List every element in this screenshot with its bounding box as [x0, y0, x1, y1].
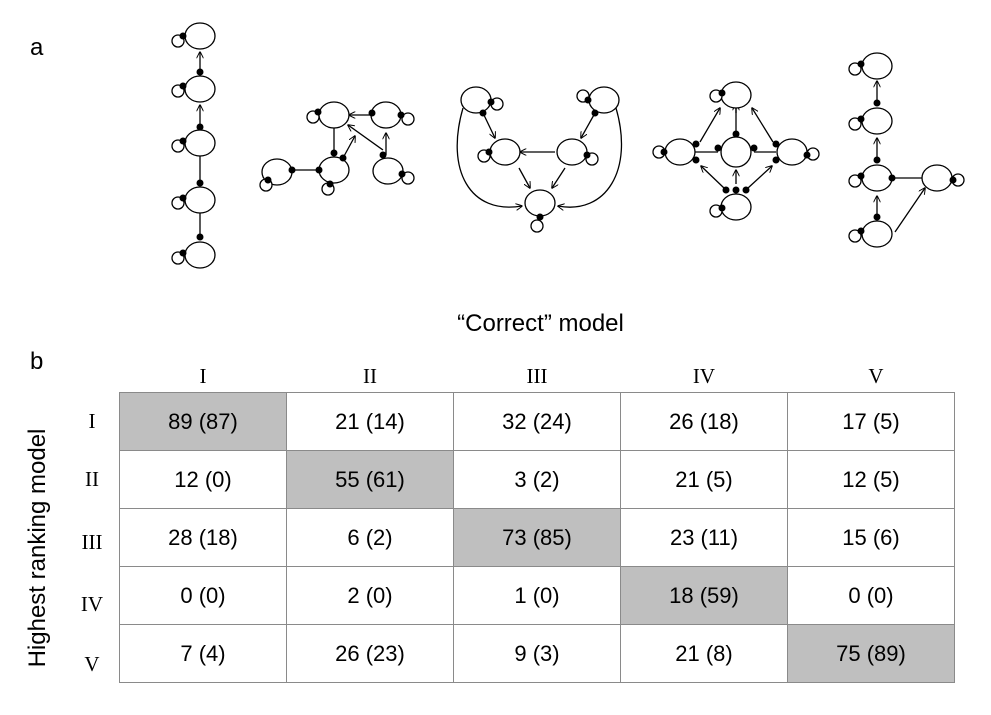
matrix-cell: 2 (0) [286, 566, 454, 625]
matrix-cell: 15 (6) [787, 508, 955, 567]
matrix-cell: 3 (2) [453, 450, 621, 509]
matrix-cell: 18 (59) [620, 566, 788, 625]
matrix-cell: 26 (18) [620, 392, 788, 451]
row-header-V: V [84, 652, 100, 676]
matrix-cell: 12 (5) [787, 450, 955, 509]
matrix-cell: 73 (85) [453, 508, 621, 567]
matrix-cell: 55 (61) [286, 450, 454, 509]
matrix-row-V: 7 (4) 26 (23) 9 (3) 21 (8) 75 (89) [119, 624, 955, 683]
column-header-II: II [363, 364, 377, 388]
matrix-cell: 7 (4) [119, 624, 287, 683]
matrix-cell: 0 (0) [119, 566, 287, 625]
column-header-I: I [199, 364, 207, 388]
matrix-cell: 1 (0) [453, 566, 621, 625]
model-diagram-I [171, 22, 216, 269]
model-diagram-II [259, 101, 415, 196]
row-header-IV: IV [80, 592, 104, 616]
panel-b-label: b [30, 348, 44, 375]
matrix-row-IV: 0 (0) 2 (0) 1 (0) 18 (59) 0 (0) [119, 566, 955, 625]
model-diagram-IV [652, 81, 820, 221]
matrix-cell: 12 (0) [119, 450, 287, 509]
panel-a-label: a [30, 34, 44, 61]
confusion-matrix: 89 (87) 21 (14) 32 (24) 26 (18) 17 (5) 1… [119, 392, 955, 683]
correct-model-title: “Correct” model [457, 310, 624, 337]
matrix-cell: 32 (24) [453, 392, 621, 451]
matrix-cell: 26 (23) [286, 624, 454, 683]
column-header-V: V [868, 364, 884, 388]
model-diagram-III [456, 86, 623, 233]
matrix-cell: 21 (8) [620, 624, 788, 683]
row-header-I: I [88, 409, 96, 433]
matrix-cell: 21 (14) [286, 392, 454, 451]
matrix-cell: 28 (18) [119, 508, 287, 567]
column-header-III: III [526, 364, 548, 388]
matrix-row-I: 89 (87) 21 (14) 32 (24) 26 (18) 17 (5) [119, 392, 955, 451]
matrix-cell: 9 (3) [453, 624, 621, 683]
matrix-cell: 0 (0) [787, 566, 955, 625]
matrix-cell: 21 (5) [620, 450, 788, 509]
row-header-II: II [85, 467, 99, 491]
model-diagrams [171, 22, 965, 269]
matrix-cell: 17 (5) [787, 392, 955, 451]
y-axis-label: Highest ranking model [24, 428, 51, 668]
matrix-cell: 89 (87) [119, 392, 287, 451]
matrix-row-II: 12 (0) 55 (61) 3 (2) 21 (5) 12 (5) [119, 450, 955, 509]
row-header-III: III [81, 530, 103, 554]
column-header-IV: IV [692, 364, 716, 388]
matrix-row-III: 28 (18) 6 (2) 73 (85) 23 (11) 15 (6) [119, 508, 955, 567]
matrix-cell: 75 (89) [787, 624, 955, 683]
matrix-cell: 23 (11) [620, 508, 788, 567]
model-diagram-V [848, 52, 965, 248]
matrix-cell: 6 (2) [286, 508, 454, 567]
